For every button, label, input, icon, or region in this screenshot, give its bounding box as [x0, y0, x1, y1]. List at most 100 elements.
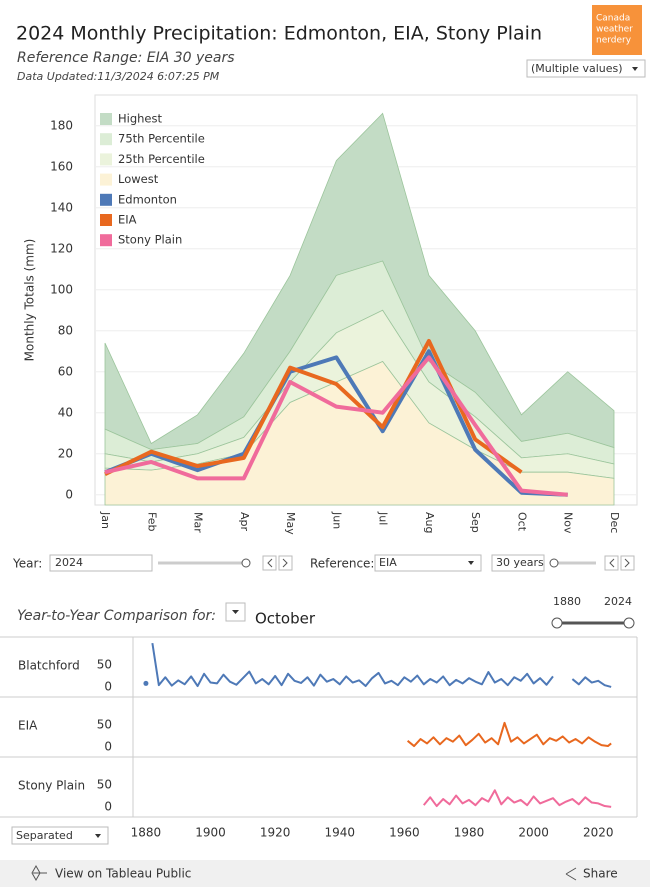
footer [0, 860, 650, 887]
x-tick-label: Feb [145, 512, 158, 531]
y-tick-label: 0 [104, 739, 112, 753]
line [104, 349, 568, 497]
x-tick-label: Apr [238, 512, 251, 532]
panel [422, 789, 612, 808]
x-tick-label: 1980 [454, 826, 485, 840]
panel-label: EIA [18, 719, 38, 733]
slider-handle[interactable] [241, 558, 251, 568]
x-tick-label: May [284, 512, 297, 535]
x-tick-label: 1880 [131, 826, 162, 840]
legend-swatch [100, 153, 112, 166]
x-tick-label: Jan [99, 511, 112, 529]
legend-swatch [100, 214, 112, 226]
next-button[interactable] [278, 555, 293, 571]
filter-dropdown[interactable] [526, 59, 646, 78]
title: 2024 Monthly Precipitation: Edmonton, EI… [16, 23, 542, 45]
logo-text: Canada [596, 14, 630, 24]
legend-swatch [100, 173, 112, 186]
y-tick-label: 0 [104, 799, 112, 813]
month-value: October [255, 610, 316, 628]
band [104, 361, 615, 506]
tableau-icon [31, 864, 47, 882]
logo-text: nerdery [596, 36, 632, 46]
x-tick-label: 2000 [518, 826, 549, 840]
line [406, 721, 612, 748]
y-tick-label: 120 [50, 241, 73, 255]
y-tick-label: 160 [50, 159, 73, 173]
panel [406, 721, 612, 748]
x-tick-label: 1960 [389, 826, 420, 840]
step-arrows [609, 558, 630, 568]
y-tick-label: 50 [97, 658, 112, 672]
x-tick-label: 1920 [260, 826, 291, 840]
slider-handle[interactable] [623, 617, 635, 629]
comparison-label: Year-to-Year Comparison for: [17, 608, 216, 624]
dropdown-arrow [232, 610, 239, 614]
x-tick-label: Aug [423, 512, 436, 533]
y-tick-label: 80 [58, 323, 73, 337]
line [151, 642, 554, 688]
y-tick-label: 0 [65, 487, 73, 501]
share-button[interactable]: Share [583, 867, 618, 881]
x-tick-label: 2020 [583, 826, 614, 840]
prev-button[interactable] [262, 555, 277, 571]
y-tick-label: 60 [58, 364, 73, 378]
y-tick-label: 20 [58, 446, 73, 460]
y-tick-label: 100 [50, 282, 73, 296]
x-tick-label: Jun [330, 511, 343, 529]
subtitle: Reference Range: EIA 30 years [17, 50, 235, 66]
x-tick-label: Jul [377, 511, 390, 525]
legend-label: Highest [118, 112, 162, 126]
logo-text: weather [596, 25, 633, 35]
reference-dropdown[interactable] [374, 554, 482, 572]
slider-handle[interactable] [549, 558, 559, 568]
panel [143, 642, 612, 688]
legend-swatch [100, 113, 112, 125]
y-tick-label: 180 [50, 118, 73, 132]
legend-label: Edmonton [118, 192, 177, 206]
legend-label: 25th Percentile [118, 152, 205, 166]
x-tick-label: Nov [562, 512, 575, 534]
x-tick-label: Sep [469, 512, 482, 533]
legend-label: Stony Plain [118, 233, 182, 247]
dropdown-arrow [632, 67, 638, 71]
lines [104, 339, 568, 497]
prev-button[interactable] [604, 555, 619, 571]
legend-swatch [100, 234, 112, 247]
updated: Data Updated:11/3/2024 6:07:25 PM [17, 70, 220, 83]
panel-label: Blatchford [18, 659, 80, 673]
logo [592, 5, 642, 55]
legend-label: 75th Percentile [118, 132, 205, 146]
dropdown-arrow [95, 834, 101, 838]
mode-dropdown[interactable] [11, 826, 109, 845]
x-tick-label: 1900 [195, 826, 226, 840]
range-start: 1880 [553, 595, 581, 608]
filter-value: (Multiple values) [531, 62, 623, 75]
legend-swatch [100, 193, 112, 206]
next-button[interactable] [620, 555, 635, 571]
panel-label: Stony Plain [18, 779, 85, 793]
y-axis-title: Monthly Totals (mm) [23, 239, 37, 362]
year-input[interactable] [49, 554, 153, 572]
x-tick-label: 1940 [324, 826, 355, 840]
line [104, 355, 568, 497]
legend-swatch [100, 133, 112, 146]
step-arrows [267, 558, 288, 568]
y-tick-label: 50 [97, 718, 112, 732]
x-tick-label: Mar [192, 512, 205, 533]
y-tick-label: 40 [58, 405, 73, 419]
reference-label: Reference: [310, 557, 374, 571]
slider-handle[interactable] [551, 617, 563, 629]
y-tick-label: 50 [97, 778, 112, 792]
range-end: 2024 [604, 595, 632, 608]
years-value: 30 years [496, 556, 544, 569]
line [422, 789, 612, 808]
line [571, 676, 612, 688]
years-input[interactable] [491, 554, 545, 572]
y-tick-label: 0 [104, 679, 112, 693]
view-link[interactable]: View on Tableau Public [55, 867, 191, 881]
point [143, 680, 149, 686]
legend-label: EIA [118, 213, 137, 227]
